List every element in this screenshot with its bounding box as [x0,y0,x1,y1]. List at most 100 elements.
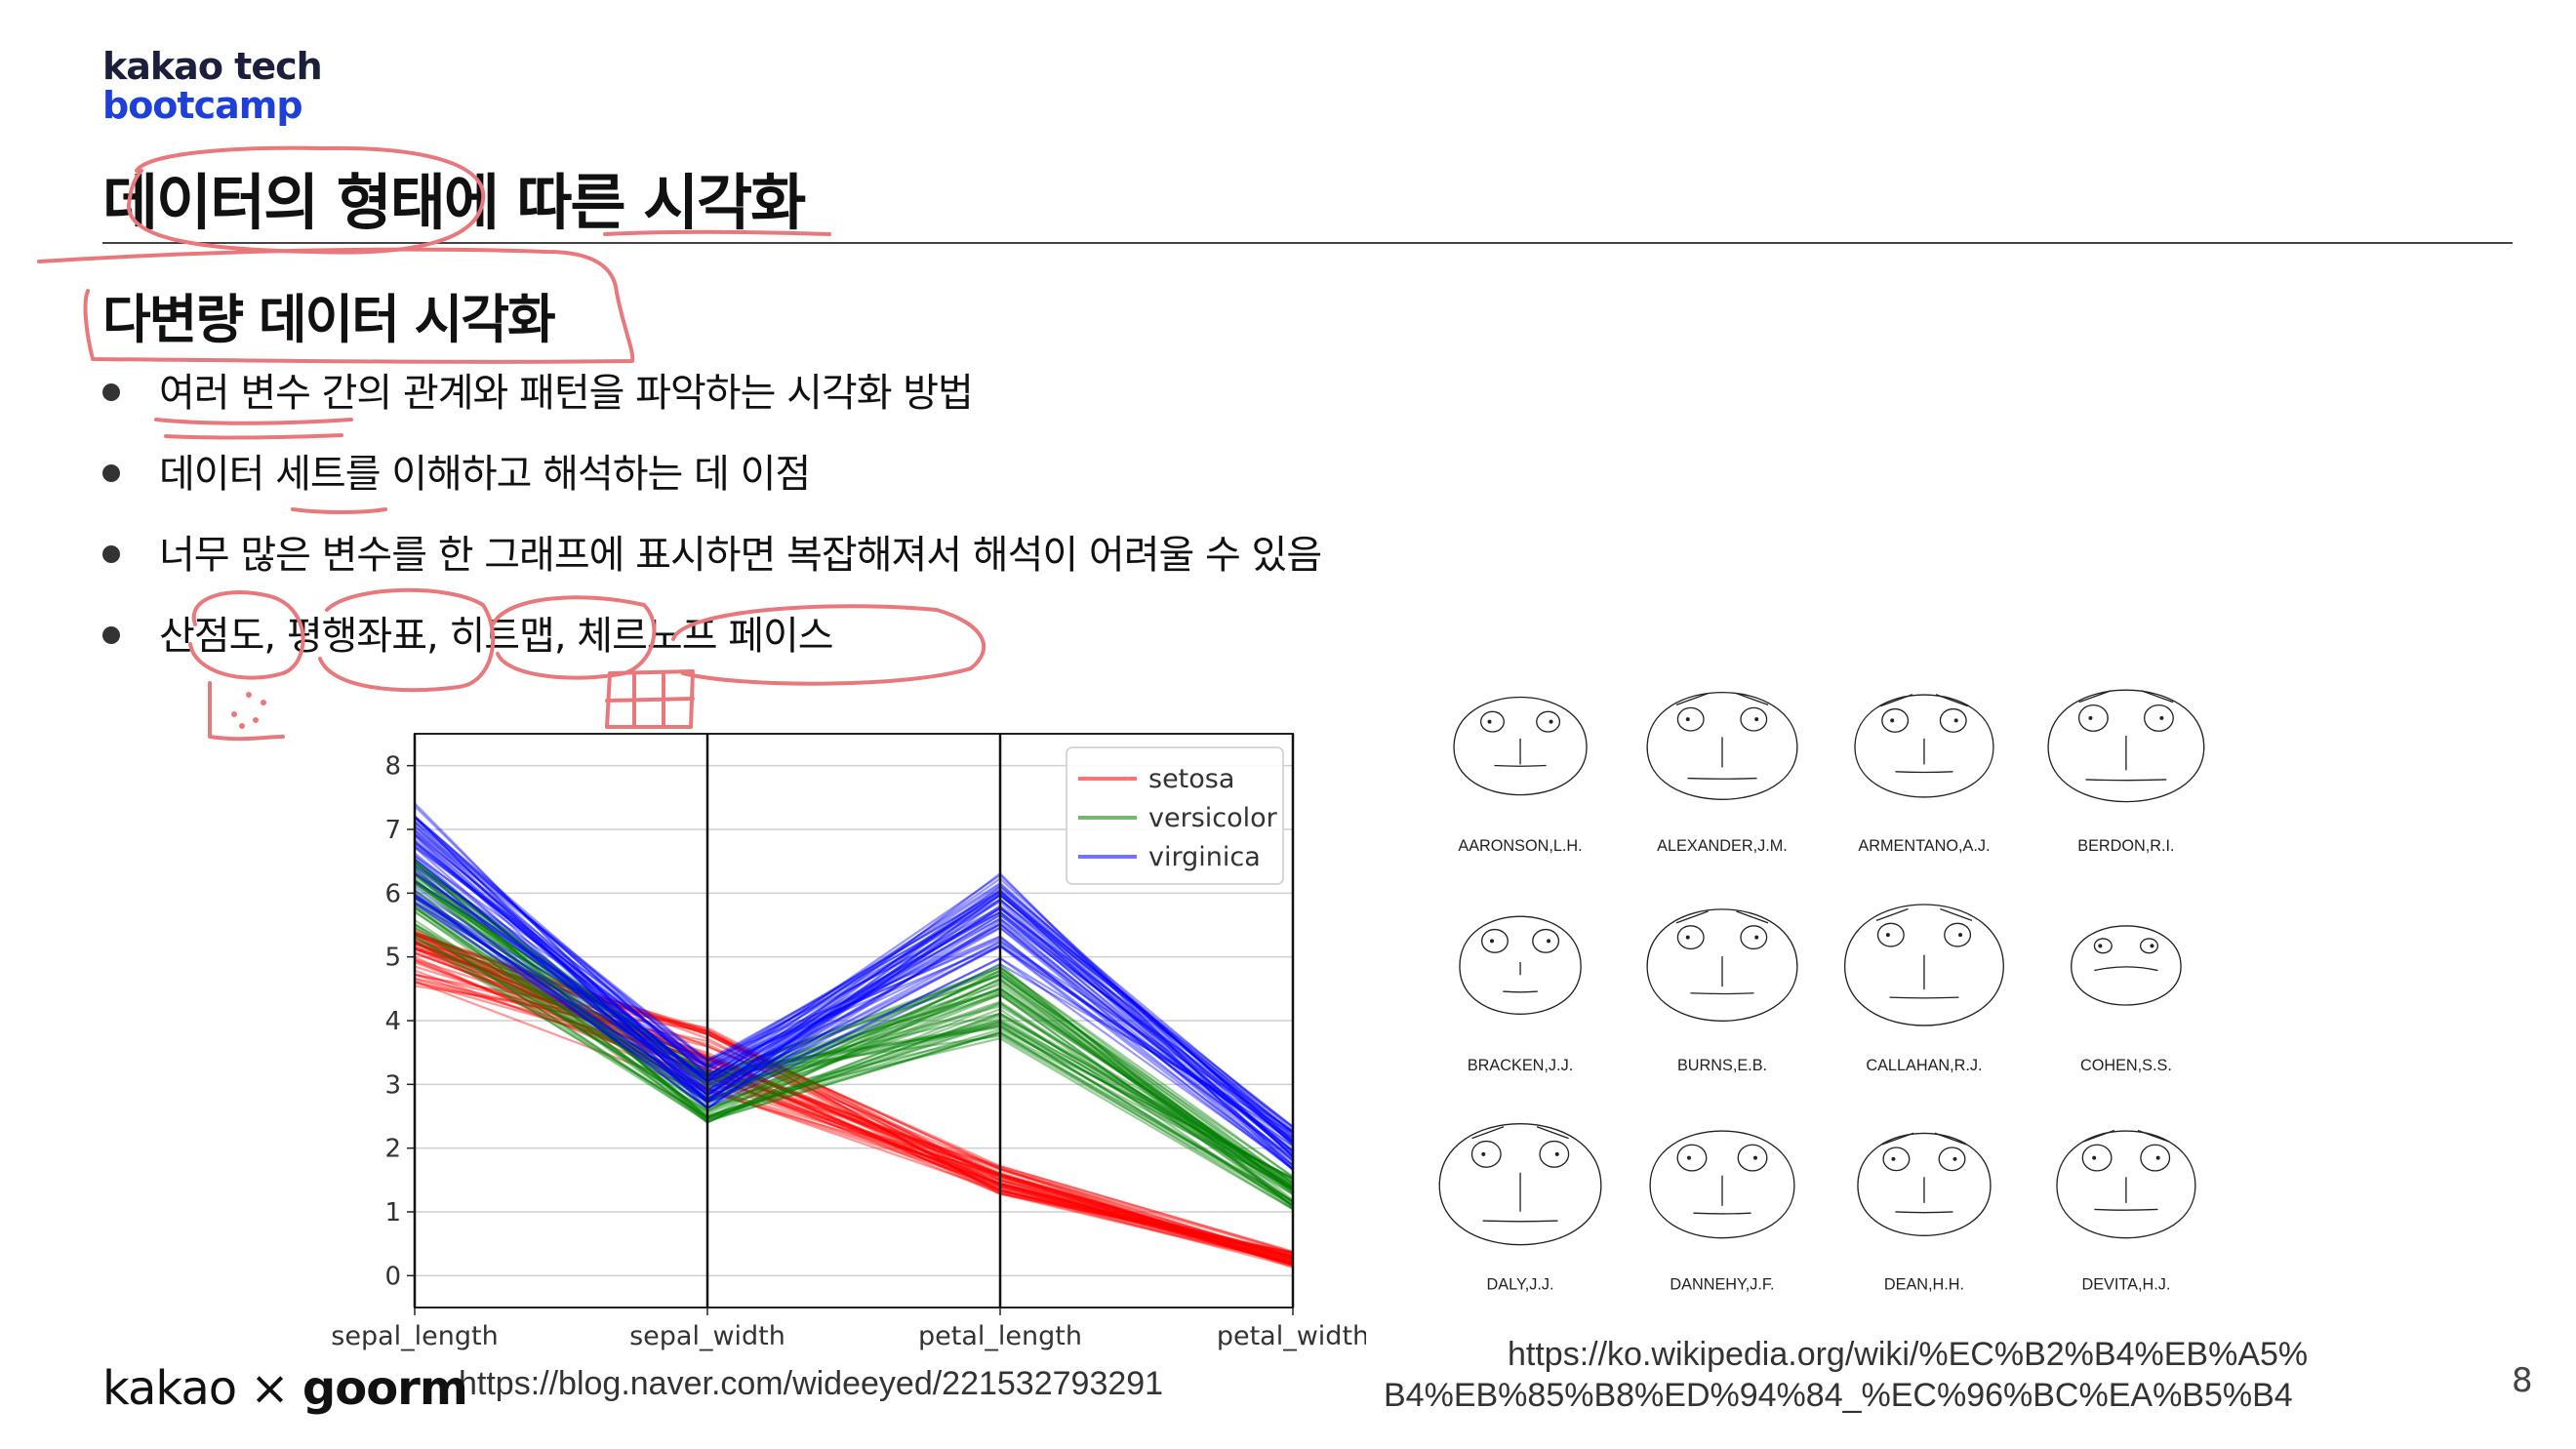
face-eye [1944,922,1972,947]
face-mouth [1482,1220,1558,1223]
data-line [414,894,1294,1138]
data-line [414,845,1294,1134]
data-line [414,982,1294,1258]
data-line [414,980,1294,1268]
face-mouth [1895,1211,1953,1214]
data-line [414,936,1294,1191]
data-line [414,944,1294,1262]
data-line [414,880,1294,1180]
data-line [414,882,1294,1188]
bullet-item: 너무 많은 변수를 한 그래프에 표시하면 복잡해져서 해석이 어려울 수 있음 [102,527,1322,584]
face-label: COHEN,S.S. [2080,1057,2172,1074]
bullet-text: 산점도, 평행좌표, 히트맵, 체르노프 페이스 [159,614,834,659]
data-line [414,868,1294,1144]
data-line [414,932,1294,1264]
chernoff-face [1646,691,1798,800]
face-brow [2141,690,2174,704]
annotation-underline-bullet2 [291,507,387,514]
x-tick-label: sepal_length [331,1321,498,1351]
data-line [414,940,1294,1258]
data-line [414,933,1294,1259]
data-line [414,882,1294,1204]
face-brow [1536,1126,1569,1140]
bullet-dot-icon [102,383,120,401]
data-line [414,961,1294,1263]
bullet-dot-icon [102,464,120,482]
data-line [414,842,1294,1137]
face-head [1453,697,1588,796]
bullet-item: 산점도, 평행좌표, 히트맵, 체르노프 페이스 [102,608,834,664]
data-line [414,955,1294,1254]
series-setosa [414,927,1294,1268]
face-brow [1880,694,1913,707]
data-line [414,927,1294,1268]
data-line [414,821,1294,1128]
data-line [414,896,1294,1158]
data-line [414,873,1294,1194]
data-line [414,940,1294,1267]
face-head [1646,908,1798,1022]
data-line [414,928,1294,1203]
data-line [414,931,1294,1260]
faces-source-link-line1[interactable]: https://ko.wikipedia.org/wiki/%EC%B2%B4%… [1508,1336,2309,1373]
data-line [414,933,1294,1263]
data-line [414,885,1294,1152]
data-line [414,910,1294,1182]
faces-source-link-line2[interactable]: B4%EB%85%B8%ED%94%84_%EC%96%BC%EA%B5%B4 [1384,1377,2293,1414]
face-mouth [1895,771,1953,774]
face-label: DANNEHY,J.F. [1670,1276,1774,1294]
face-eye [1532,928,1560,953]
face-mouth [1503,990,1538,993]
data-line [414,852,1294,1161]
data-line [414,879,1294,1178]
chernoff-face [1843,904,2004,1026]
face-brow [2137,1129,2170,1143]
data-line [414,942,1294,1266]
data-line [414,940,1294,1210]
data-line [414,815,1294,1133]
data-line [414,875,1294,1183]
chernoff-face [1857,1132,1992,1236]
face-eye [1737,1144,1768,1172]
data-line [414,872,1294,1144]
chernoff-faces-figure: AARONSON,L.H. ALEXANDER,J.M. ARMENTANO,A.J… [1438,689,2205,1294]
data-line [414,865,1294,1188]
data-line [414,825,1294,1142]
data-line [414,932,1294,1264]
data-line [414,861,1294,1190]
face-eye [2081,1144,2113,1172]
data-line [414,822,1294,1140]
data-line [414,818,1294,1162]
data-line [414,862,1294,1207]
data-line [414,901,1294,1193]
data-line [414,832,1294,1129]
data-line [414,906,1294,1180]
x-tick-label: petal_length [918,1321,1082,1351]
brand-logo-line2: bootcamp [102,84,303,127]
data-line [414,816,1294,1143]
face-brow [1736,910,1769,924]
chart-source-link[interactable]: https://blog.naver.com/wideeyed/22153279… [459,1365,1164,1402]
face-eye [1470,1140,1502,1168]
face-eye [1740,925,1768,950]
data-line [414,941,1294,1261]
data-line [414,877,1294,1187]
face-label: DEVITA,H.J. [2081,1276,2170,1294]
data-line [414,861,1294,1202]
data-line [414,829,1294,1141]
face-brow [1736,692,1769,706]
data-line [414,872,1294,1180]
data-line [414,965,1294,1266]
footer-kakao: kakao [102,1361,237,1416]
face-eye [1882,1147,1911,1172]
annotation-heatmap-sketch [605,669,695,729]
data-line [414,866,1294,1181]
y-tick-label: 7 [384,816,401,845]
data-line [414,923,1294,1192]
data-line [414,858,1294,1186]
face-mouth [2094,966,2158,972]
face-eye [1939,707,1967,733]
bullet-text: 너무 많은 변수를 한 그래프에 표시하면 복잡해져서 해석이 어려울 수 있음 [159,533,1322,578]
data-line [414,978,1294,1255]
data-line [414,906,1294,1203]
